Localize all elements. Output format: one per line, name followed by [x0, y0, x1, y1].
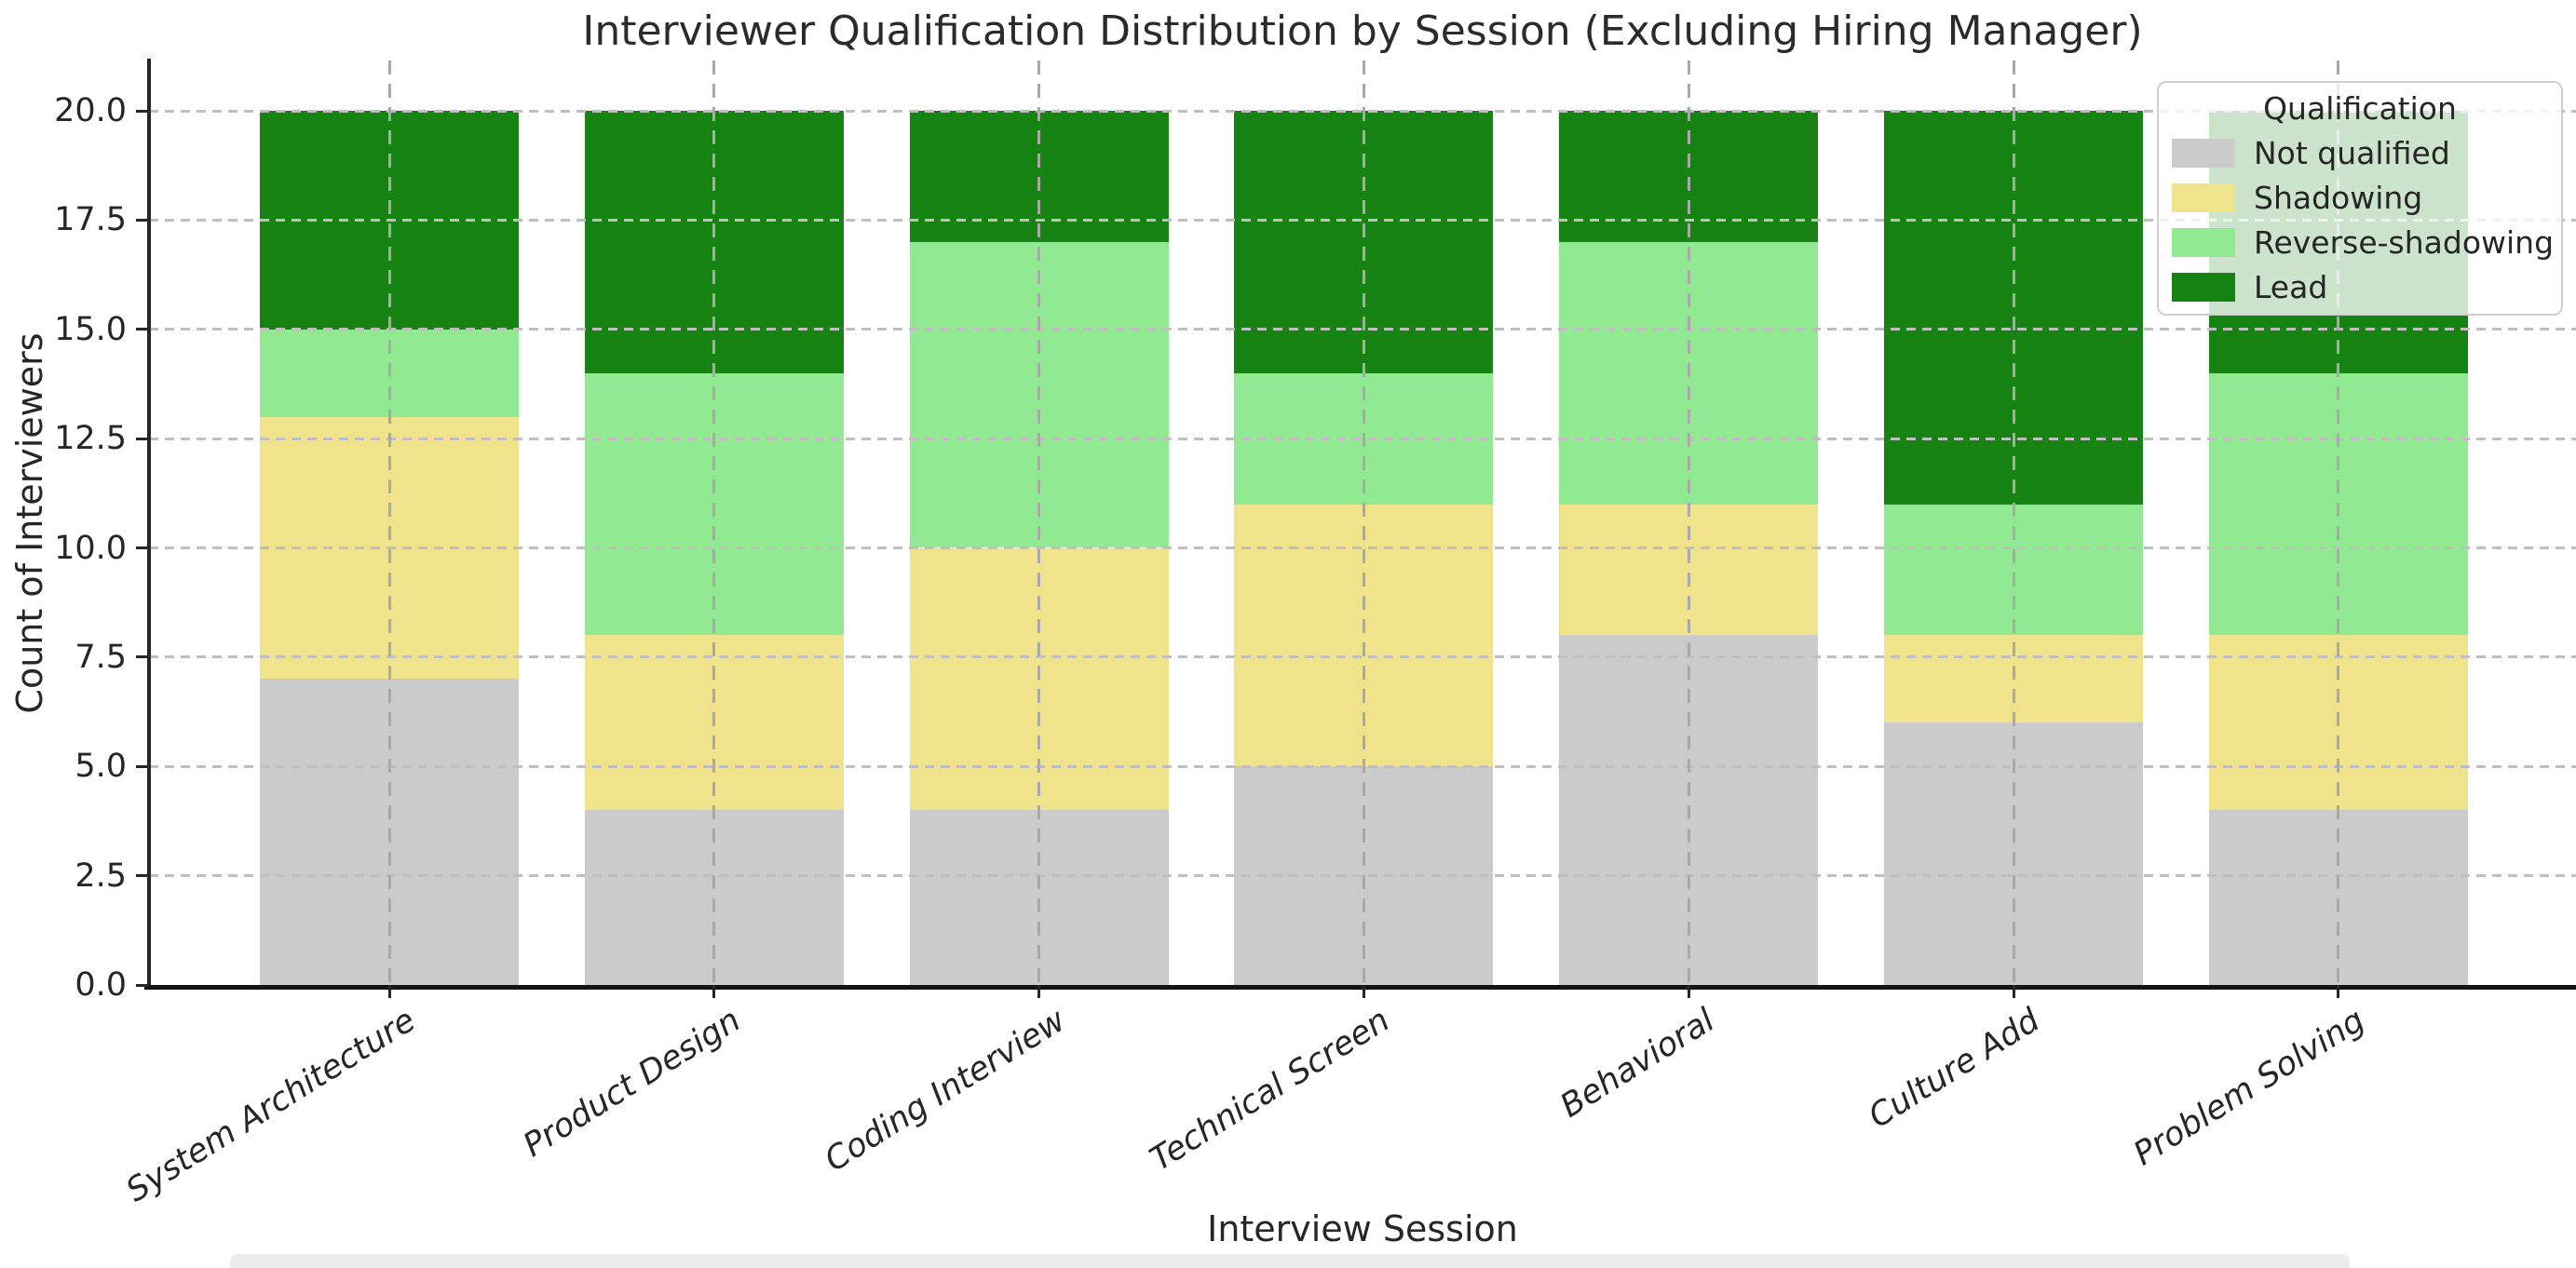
y-tick-mark	[136, 655, 149, 659]
legend-item: Not qualified	[2159, 130, 2561, 175]
legend-item-label: Shadowing	[2254, 179, 2423, 216]
y-tick-label: 12.5	[54, 420, 127, 458]
x-tick-label: Product Design	[517, 1002, 748, 1166]
legend-item-label: Lead	[2254, 268, 2328, 305]
x-tick-label: Culture Add	[1863, 1002, 2047, 1136]
y-tick-label: 17.5	[54, 201, 127, 239]
y-tick-mark	[136, 437, 149, 440]
legend-title: Qualification	[2263, 90, 2457, 127]
legend: Qualification Not qualified Shadowing Re…	[2157, 81, 2563, 316]
legend-item: Shadowing	[2159, 175, 2561, 220]
y-tick-label: 7.5	[75, 638, 127, 676]
legend-item-label: Not qualified	[2254, 134, 2450, 171]
x-axis-spine	[144, 985, 2576, 990]
x-tick-label: Behavioral	[1554, 1002, 1722, 1126]
chart-title: Interviewer Qualification Distribution b…	[582, 7, 2143, 55]
x-axis-label: Interview Session	[1207, 1208, 1518, 1249]
y-axis-spine	[147, 59, 151, 989]
y-tick-mark	[136, 546, 149, 549]
legend-swatch-not-qualified	[2172, 138, 2235, 168]
x-tick-label: Coding Interview	[818, 1002, 1072, 1180]
x-tick-mark	[1687, 985, 1690, 998]
y-tick-mark	[136, 983, 149, 987]
y-tick-mark	[136, 874, 149, 878]
y-tick-mark	[136, 764, 149, 768]
x-tick-label: Technical Screen	[1144, 1002, 1397, 1180]
legend-item-label: Reverse-shadowing	[2254, 223, 2555, 261]
x-tick-mark	[712, 985, 716, 998]
x-tick-mark	[2337, 985, 2340, 998]
y-tick-label: 15.0	[54, 310, 127, 348]
y-tick-mark	[136, 328, 149, 331]
x-tick-mark	[1362, 985, 1365, 998]
legend-item: Lead	[2159, 264, 2561, 309]
x-tick-label: Problem Solving	[2127, 1002, 2372, 1174]
bottom-strip	[230, 1254, 2350, 1268]
x-tick-mark	[1037, 985, 1041, 998]
y-tick-label: 10.0	[54, 529, 127, 567]
y-tick-label: 0.0	[75, 966, 127, 1004]
y-tick-label: 20.0	[54, 92, 127, 129]
legend-swatch-reverse-shadowing	[2172, 227, 2235, 257]
x-tick-mark	[2012, 985, 2015, 998]
y-tick-mark	[136, 109, 149, 113]
y-tick-label: 5.0	[75, 748, 127, 786]
x-tick-label: System Architecture	[119, 1002, 423, 1210]
y-tick-mark	[136, 218, 149, 222]
legend-swatch-shadowing	[2172, 182, 2235, 212]
x-tick-mark	[387, 985, 391, 998]
y-tick-label: 2.5	[75, 857, 127, 895]
legend-swatch-lead	[2172, 272, 2235, 302]
legend-item: Reverse-shadowing	[2159, 220, 2561, 264]
